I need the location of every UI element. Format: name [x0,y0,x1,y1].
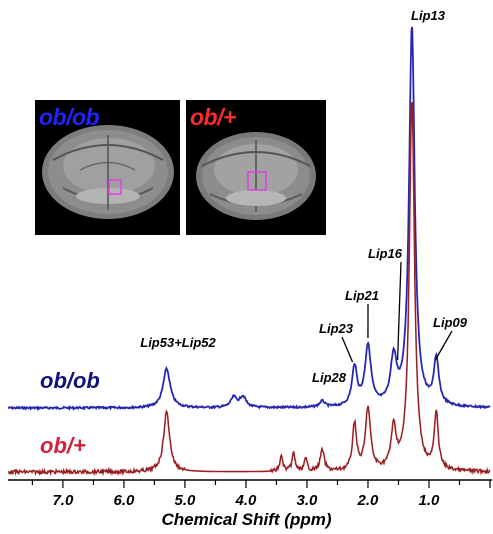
voxel-marker [247,171,267,191]
peak-annotation-lip09: Lip09 [433,315,468,330]
mri-brain-image [196,132,316,220]
series-label-ob-plus: ob/+ [40,433,86,458]
x-tick-label: 1.0 [419,492,441,509]
x-tick-label: 4.0 [235,492,258,509]
x-tick-label: 7.0 [52,492,74,509]
peak-annotation-lip28: Lip28 [312,370,347,385]
voxel-marker [108,179,122,195]
annotation-leader-line [341,336,354,363]
peak-annotation-lip13: Lip13 [411,8,446,23]
peak-annotation-lip16: Lip16 [368,246,403,261]
inset-label-ob-plus: ob/+ [190,104,236,130]
peak-annotation-lip53-lip52: Lip53+Lip52 [140,335,216,350]
peak-annotation-lip23: Lip23 [319,321,354,336]
spectrum-raw-ob-ob [7,26,491,410]
inset-label-ob-ob: ob/ob [39,104,100,130]
x-tick-label: 5.0 [175,492,197,509]
x-tick-label: 2.0 [357,492,380,509]
mri-inset-ob-plus: ob/+ [186,100,326,235]
annotation-leader-line [396,261,402,361]
mri-brain-image [42,125,174,219]
annotation-leader-line [434,330,453,361]
mri-inset-ob-ob: ob/ob [35,100,180,235]
x-tick-label: 3.0 [297,492,319,509]
spectrum-raw-ob-plus [7,102,491,475]
series-label-ob-ob: ob/ob [40,368,100,393]
x-axis-title: Chemical Shift (ppm) [161,510,332,529]
x-tick-label: 6.0 [113,492,135,509]
peak-annotation-lip21: Lip21 [345,288,379,303]
